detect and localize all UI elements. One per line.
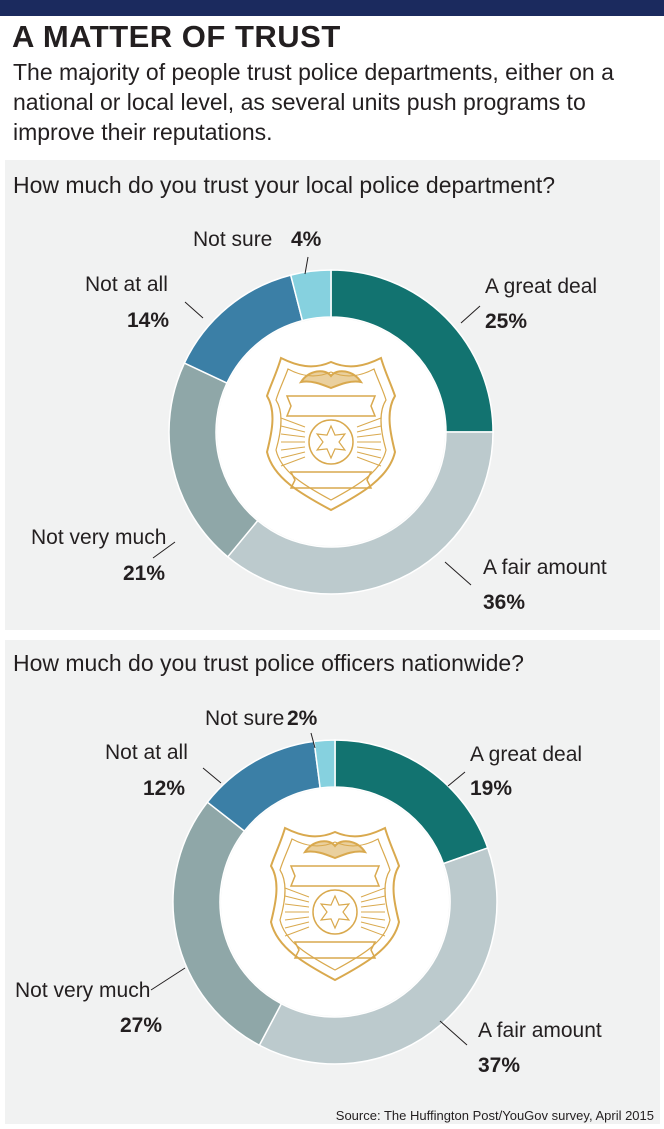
category-label-not-sure: Not sure [193,228,272,251]
chart-title-local: How much do you trust your local police … [13,172,556,198]
category-label-not-sure: Not sure [205,707,284,730]
category-label-not-at-all: Not at all [85,273,168,296]
donut-chart-local: A great deal 25% A fair amount 36% Not very … [31,228,607,614]
slice-not-sure [289,269,332,322]
leader-line-fair-amount [444,561,472,586]
leader-line-great-deal [460,305,481,324]
donut-chart-nationwide: A great deal 19% A fair amount 37% Not very … [15,707,602,1077]
category-label-not-very-much: Not very much [15,979,150,1002]
leader-line-not-at-all [202,767,222,784]
category-label-fair-amount: A fair amount [478,1019,602,1042]
leader-line-not-very-much [152,541,176,559]
police-badge-icon [269,826,401,982]
value-label-not-very-much: 27% [120,1014,162,1037]
chart-panel-local: How much do you trust your local police … [5,160,660,630]
donut-center [221,788,449,1016]
leader-line-great-deal [447,771,466,787]
slice-not-sure [313,739,336,789]
category-label-great-deal: A great deal [485,275,597,298]
source-note: Source: The Huffington Post/YouGov surve… [335,1108,654,1123]
value-label-great-deal: 25% [485,310,527,333]
chart-panel-nationwide: How much do you trust police officers na… [5,640,660,1124]
leader-line-not-very-much [150,967,186,991]
value-label-not-sure: 2% [287,707,318,730]
value-label-not-at-all: 12% [143,777,185,800]
donut-center [217,318,445,546]
category-label-great-deal: A great deal [470,743,582,766]
chart-title-nationwide: How much do you trust police officers na… [13,650,524,676]
slice-fair-amount [226,431,494,595]
leader-line-not-at-all [184,301,204,319]
leader-line-not-sure [304,256,309,275]
top-bar [0,0,664,16]
value-label-great-deal: 19% [470,777,512,800]
leader-line-not-sure [310,732,316,749]
value-label-fair-amount: 36% [483,591,525,614]
page-subtitle: The majority of people trust police depa… [13,59,614,145]
category-label-fair-amount: A fair amount [483,556,607,579]
police-badge-icon [265,356,397,512]
value-label-not-very-much: 21% [123,562,165,585]
page-title: A MATTER OF TRUST [12,19,341,54]
value-label-fair-amount: 37% [478,1054,520,1077]
category-label-not-at-all: Not at all [105,741,188,764]
value-label-not-at-all: 14% [127,309,169,332]
slice-fair-amount [258,847,498,1065]
leader-line-fair-amount [439,1020,468,1046]
category-label-not-very-much: Not very much [31,526,166,549]
value-label-not-sure: 4% [291,228,322,251]
